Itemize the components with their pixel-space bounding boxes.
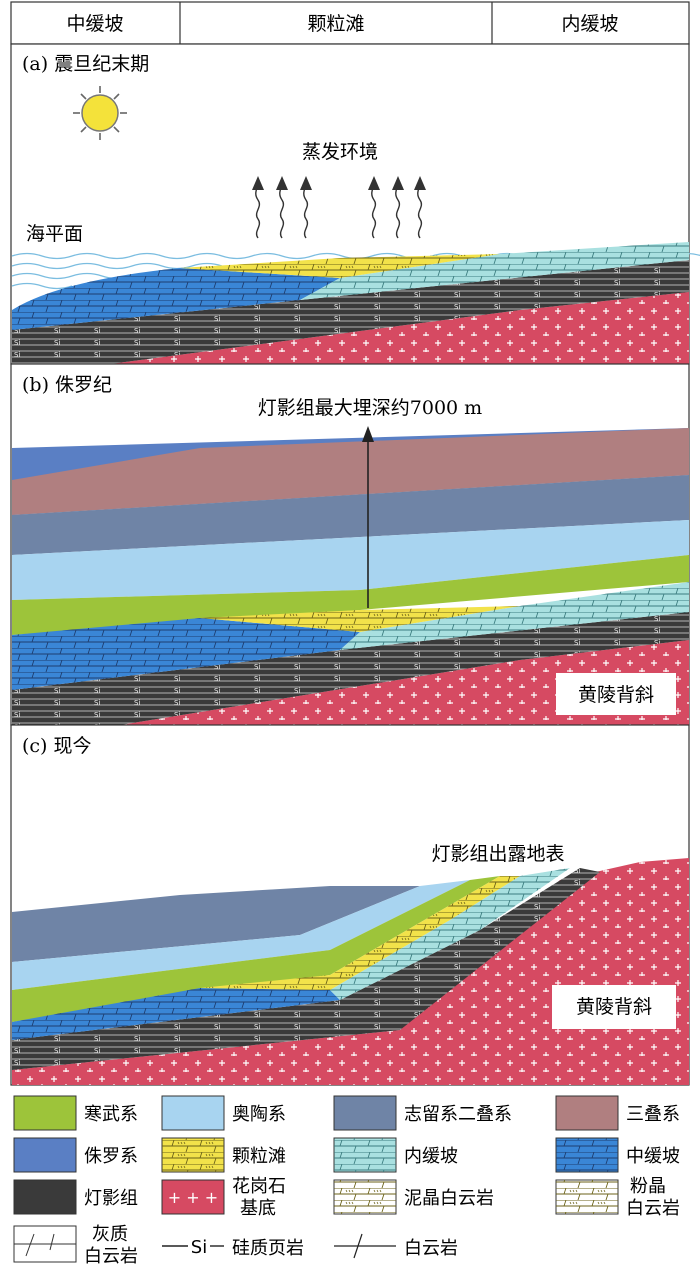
header-right: 内缓坡 bbox=[561, 13, 618, 35]
anticline-label-box bbox=[556, 673, 676, 715]
header-center: 颗粒滩 bbox=[307, 13, 364, 35]
legend-label-silt-dolomite: 粉晶 bbox=[630, 1176, 666, 1197]
evaporation-label: 蒸发环境 bbox=[302, 141, 378, 163]
legend-label-mid-ramp: 中缓坡 bbox=[626, 1146, 680, 1167]
legend-swatch-cambrian bbox=[13, 1095, 77, 1131]
header-left: 中缓坡 bbox=[66, 13, 123, 35]
panel-b-title: (b) 侏罗纪 bbox=[22, 374, 112, 396]
panel-a: (a) 震旦纪末期 蒸发环境 海平面 bbox=[10, 43, 700, 365]
burial-arrow-icon bbox=[362, 426, 374, 608]
legend-label-inner-ramp: 内缓坡 bbox=[404, 1146, 458, 1167]
legend: 寒武系 奥陶系 志留系二叠系 三叠系 侏罗系 颗粒滩 内缓坡 中缓坡 灯影组 +… bbox=[13, 1095, 680, 1267]
legend-label-micrite-dolomite: 泥晶白云岩 bbox=[404, 1188, 494, 1209]
legend-label-cambrian: 寒武系 bbox=[84, 1104, 138, 1125]
legend-swatch-jurassic bbox=[13, 1137, 77, 1173]
legend-label-granite-line2: 基底 bbox=[240, 1198, 276, 1219]
legend-label-silt-dolomite-line2: 白云岩 bbox=[626, 1198, 680, 1219]
burial-depth-label: 灯影组最大埋深约7000 m bbox=[258, 397, 482, 419]
legend-swatch-granite bbox=[161, 1179, 225, 1215]
legend-label-dolomite: 白云岩 bbox=[404, 1238, 458, 1259]
legend-swatch-siliceous-shale: Si bbox=[162, 1237, 224, 1258]
legend-label-siliceous-shale: 硅质页岩 bbox=[232, 1238, 304, 1259]
anticline-label-c: 黄陵背斜 bbox=[576, 996, 652, 1018]
legend-label-jurassic: 侏罗系 bbox=[84, 1146, 138, 1167]
legend-label-silurian-permian: 志留系二叠系 bbox=[404, 1104, 512, 1125]
svg-text:+ + +: + + + bbox=[168, 1188, 218, 1207]
legend-label-dengying: 灯影组 bbox=[84, 1188, 138, 1209]
anticline-label-box-c bbox=[552, 985, 676, 1029]
si-symbol: Si bbox=[191, 1237, 207, 1258]
panel-a-title: (a) 震旦纪末期 bbox=[22, 53, 149, 75]
legend-swatch-silurian-permian bbox=[333, 1095, 397, 1131]
panel-c-title: (c) 现今 bbox=[22, 735, 92, 757]
legend-label-grain-shoal: 颗粒滩 bbox=[232, 1146, 286, 1167]
legend-swatch-dolomite bbox=[334, 1233, 396, 1259]
sea-level-label: 海平面 bbox=[26, 223, 83, 245]
sun-icon bbox=[73, 86, 127, 140]
evaporation-arrows bbox=[255, 181, 423, 239]
legend-swatch-dengying bbox=[13, 1179, 77, 1215]
legend-label-limy-dolomite: 灰质 bbox=[92, 1224, 128, 1245]
exposure-label: 灯影组出露地表 bbox=[431, 843, 564, 865]
legend-swatch-ordovician bbox=[161, 1095, 225, 1131]
legend-swatch-triassic bbox=[555, 1095, 619, 1131]
legend-label-ordovician: 奥陶系 bbox=[232, 1104, 286, 1125]
legend-label-triassic: 三叠系 bbox=[626, 1104, 680, 1125]
panel-c: (c) 现今 灯影组出露地表 黄陵背斜 bbox=[10, 724, 690, 1086]
anticline-label-b: 黄陵背斜 bbox=[578, 684, 654, 706]
panel-b: (b) 侏罗纪 灯影组最大埋深约7000 m 黄陵背斜 bbox=[10, 363, 690, 726]
legend-label-limy-dolomite-line2: 白云岩 bbox=[84, 1246, 138, 1267]
header-bar: 中缓坡 颗粒滩 内缓坡 bbox=[10, 1, 690, 45]
legend-label-granite: 花岗石 bbox=[232, 1176, 286, 1197]
